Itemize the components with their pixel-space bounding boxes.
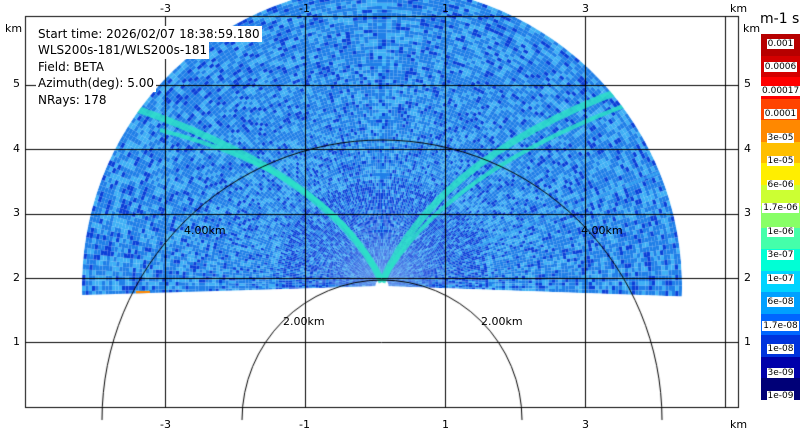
- colorbar-label: 3e-07: [766, 250, 795, 261]
- colorbar: 0.001 0.0006 0.00017 0.0001 3e-05 1e-05 6e-06 1…: [761, 34, 800, 401]
- x-tick-bottom: 3: [582, 418, 589, 431]
- y-unit-left: km: [5, 22, 23, 35]
- y-tick-right: 3: [744, 206, 751, 219]
- colorbar-segment: [761, 163, 800, 186]
- x-tick-bottom: 1: [442, 418, 449, 431]
- scan-info-panel: Start time: 2026/02/07 18:38:59.180 WLS2…: [36, 26, 262, 109]
- colorbar-label: 3e-05: [766, 132, 795, 143]
- y-tick-left: 3: [13, 206, 20, 219]
- colorbar-label: 6e-06: [766, 179, 795, 190]
- colorbar-label: 0.00017: [761, 85, 800, 96]
- y-tick-right: 2: [744, 271, 751, 284]
- colorbar-label: 1.7e-08: [762, 320, 799, 331]
- y-tick-right: 5: [744, 77, 751, 90]
- start-time-text: Start time: 2026/02/07 18:38:59.180: [36, 26, 262, 43]
- x-unit-top: km: [730, 2, 748, 15]
- range-ring-label: 4.00km: [184, 224, 226, 237]
- x-unit-bottom: km: [730, 418, 748, 431]
- x-tick-bottom: -1: [299, 418, 310, 431]
- azimuth-text: Azimuth(deg): 5.00: [36, 75, 157, 92]
- colorbar-label: 0.0006: [763, 62, 798, 73]
- colorbar-title: m-1 sr-1: [760, 11, 800, 27]
- y-tick-left: 4: [13, 142, 20, 155]
- range-ring-label: 2.00km: [481, 315, 523, 328]
- x-tick-top: -1: [299, 2, 310, 15]
- nrays-text: NRays: 178: [36, 91, 109, 109]
- y-tick-left: 5: [13, 77, 20, 90]
- x-tick-top: -3: [160, 2, 171, 15]
- colorbar-label: 1e-06: [766, 226, 795, 237]
- y-unit-right: km: [743, 22, 761, 35]
- field-text: Field: BETA: [36, 58, 106, 76]
- x-tick-top: 1: [442, 2, 449, 15]
- site-text: WLS200s-181/WLS200s-181: [36, 42, 210, 59]
- x-tick-bottom: -3: [160, 418, 171, 431]
- colorbar-label: 1e-08: [766, 344, 795, 355]
- y-tick-right: 1: [744, 335, 751, 348]
- colorbar-label: 1e-07: [766, 273, 795, 284]
- y-tick-left: 1: [13, 335, 20, 348]
- y-tick-left: 2: [13, 271, 20, 284]
- colorbar-label: 3e-09: [766, 367, 795, 378]
- colorbar-label: 1e-09: [766, 391, 795, 401]
- colorbar-label: 1.7e-06: [762, 203, 799, 214]
- x-tick-top: 3: [582, 2, 589, 15]
- colorbar-segment: [761, 184, 800, 207]
- colorbar-label: 6e-08: [766, 297, 795, 308]
- range-ring-label: 4.00km: [581, 224, 623, 237]
- y-tick-right: 4: [744, 142, 751, 155]
- colorbar-label: 0.001: [766, 39, 795, 49]
- colorbar-label: 1e-05: [766, 156, 795, 167]
- range-ring-label: 2.00km: [283, 315, 325, 328]
- colorbar-label: 0.0001: [763, 109, 798, 120]
